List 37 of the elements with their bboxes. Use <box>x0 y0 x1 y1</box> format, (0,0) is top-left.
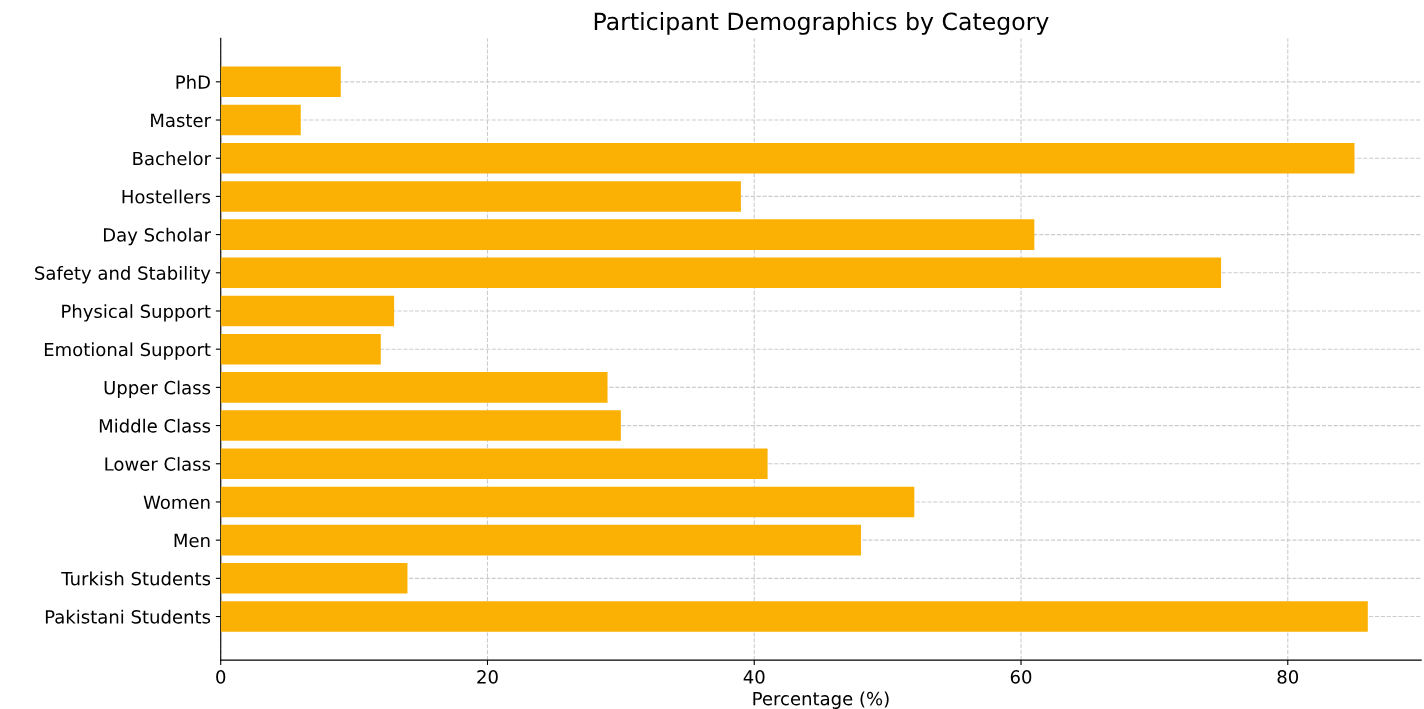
y-tick-label: Lower Class <box>105 456 211 471</box>
bar <box>220 448 768 480</box>
bar <box>220 295 395 327</box>
y-tick-label: Women <box>143 495 210 510</box>
y-tick-label: Bachelor <box>133 151 211 166</box>
x-tick-label: 20 <box>477 670 498 684</box>
bar <box>220 524 861 556</box>
bar <box>220 333 381 365</box>
bar <box>220 601 1368 632</box>
x-tick-label: 40 <box>743 670 765 684</box>
bar <box>220 372 608 403</box>
y-tick-label: Day Scholar <box>103 227 211 246</box>
bar <box>220 563 408 594</box>
bar <box>220 486 915 518</box>
y-tick-label: Emotional Support <box>44 342 211 360</box>
x-tick-label: 60 <box>1010 670 1032 684</box>
y-tick-label: Turkish Students <box>61 571 211 586</box>
y-tick-label: Men <box>174 533 210 548</box>
y-tick-label: PhD <box>176 74 210 89</box>
bar <box>220 410 621 441</box>
y-tick-label: Safety and Stability <box>35 265 211 284</box>
bar <box>220 66 341 98</box>
x-tick-label: 0 <box>216 670 226 684</box>
bar <box>220 142 1355 174</box>
bar <box>220 257 1222 289</box>
y-tick-label: Pakistani Students <box>45 609 211 624</box>
bar <box>220 181 741 212</box>
y-tick-label: Middle Class <box>99 418 211 433</box>
bar <box>220 219 1035 250</box>
y-tick-label: Hostellers <box>122 189 211 204</box>
y-tick-label: Physical Support <box>62 304 211 322</box>
x-tick-label: 80 <box>1277 670 1299 684</box>
bar <box>220 104 301 136</box>
chart-title: Participant Demographics by Category <box>594 12 1049 35</box>
x-axis-title: Percentage (%) <box>753 691 889 709</box>
y-tick-label: Upper Class <box>104 380 211 398</box>
y-tick-label: Master <box>151 113 211 128</box>
